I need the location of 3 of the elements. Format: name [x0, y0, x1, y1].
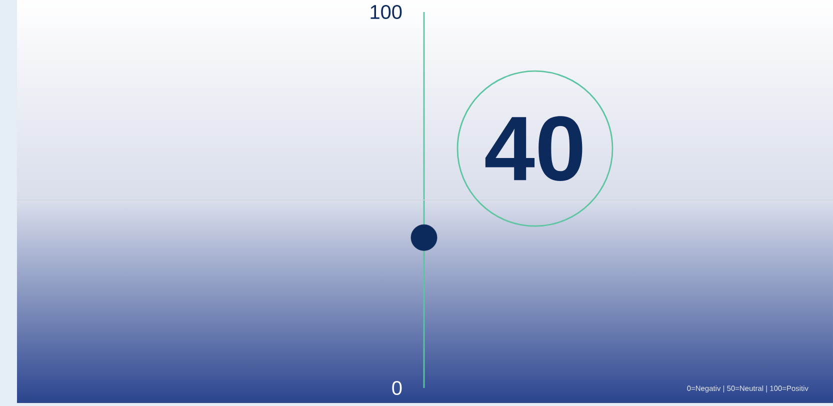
y-tick-label: 0 [392, 380, 402, 396]
y-tick-label: 100 [370, 4, 402, 20]
data-label: 40 [485, 116, 582, 182]
